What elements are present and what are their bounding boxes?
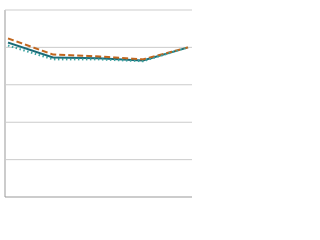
data-line [7,44,189,63]
chart [4,9,192,198]
data-line [7,37,189,61]
data-line [7,41,189,62]
page: (() => { const data = JSON.parse(documen… [4,9,192,198]
